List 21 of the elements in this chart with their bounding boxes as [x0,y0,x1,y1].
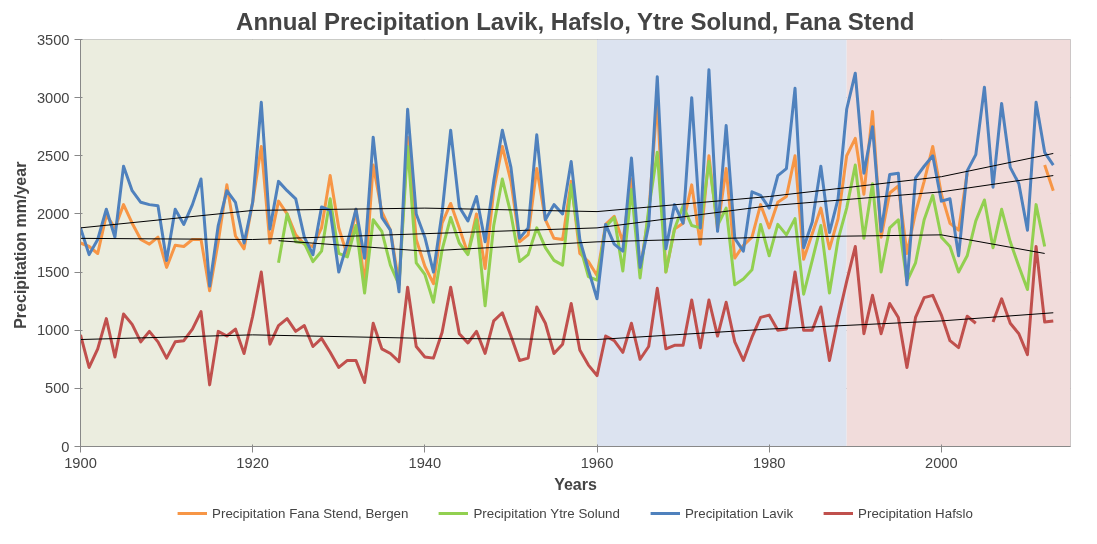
y-tick-label: 2000 [36,205,70,222]
x-tick-label: 1980 [752,454,786,471]
x-tick-label: 1960 [580,454,614,471]
legend-label: Precipitation Hafslo [858,505,973,521]
chart-title: Annual Precipitation Lavik, Hafslo, Ytre Solund, Fana Stend [236,7,915,35]
y-tick-label: 0 [61,438,70,455]
y-tick-label: 1500 [36,264,70,281]
x-axis-title: Years [554,475,597,493]
y-axis-title: Precipitation mm/year [11,161,29,329]
y-tick-label: 1000 [36,322,70,339]
y-tick-label: 3500 [36,31,70,48]
x-tick-label: 1940 [408,454,442,471]
y-tick-label: 2500 [36,147,70,164]
x-tick-label: 2000 [925,454,958,471]
legend-label: Precipitation Lavik [684,505,794,521]
legend-label: Precipitation Fana Stend, Bergen [212,505,409,521]
y-tick-label: 3000 [36,89,70,106]
y-tick-label: 500 [45,380,70,397]
x-tick-label: 1920 [236,454,269,471]
legend-label: Precipitation Ytre Solund [473,505,620,521]
x-tick-label: 1900 [64,454,97,471]
